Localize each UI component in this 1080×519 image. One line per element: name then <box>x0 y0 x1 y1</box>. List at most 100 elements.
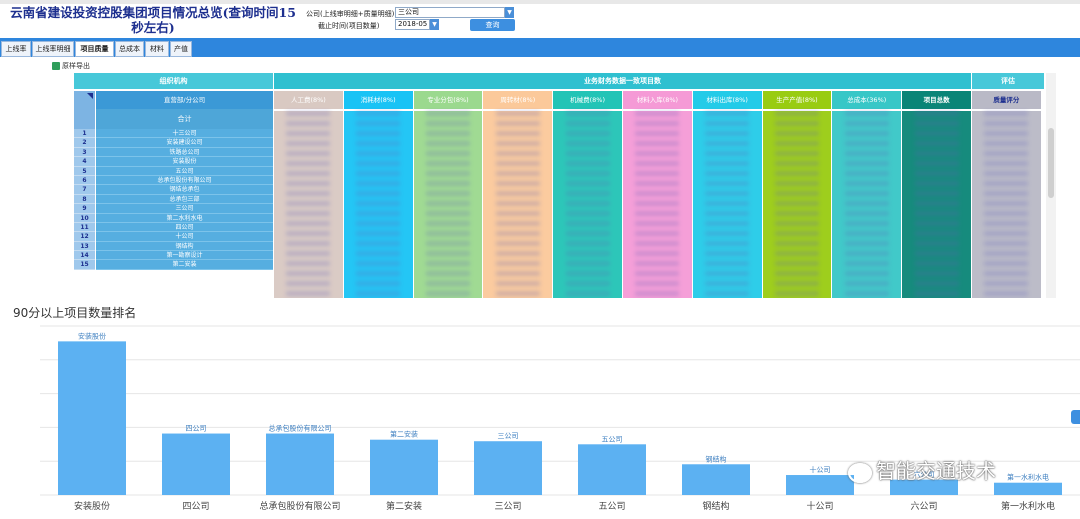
blurred-values <box>356 111 401 298</box>
watermark: 智能交通技术 <box>848 455 996 484</box>
org-name[interactable]: 第一勘察设计 <box>96 251 273 261</box>
eval-group-header: 评估 <box>972 73 1044 89</box>
scrollbar-thumb[interactable] <box>1048 128 1054 198</box>
row-number: 4 <box>74 157 95 167</box>
bar-data-label: 第一水利水电 <box>1007 473 1049 482</box>
org-name[interactable]: 铁路总公司 <box>96 147 273 158</box>
bar[interactable] <box>786 475 854 495</box>
org-group-header: 组织机构 <box>74 73 273 89</box>
bar[interactable] <box>266 433 334 495</box>
x-tick-label: 三公司 <box>494 501 521 512</box>
column-header: 项目总数 <box>902 91 971 109</box>
window-top-strip <box>0 0 1080 4</box>
tab-total-cost[interactable]: 总成本 <box>115 41 144 57</box>
org-name[interactable]: 十三公司 <box>96 129 273 139</box>
bar[interactable] <box>162 433 230 495</box>
column-header: 专业分包(8%) <box>413 91 483 109</box>
row-number: 6 <box>74 175 95 186</box>
column-values <box>413 111 483 298</box>
business-group-header: 业务财务数据一致项目数 <box>274 73 971 89</box>
org-subheader: 直营部/分公司 <box>96 91 273 109</box>
column-header: 总成本(36%) <box>832 91 902 109</box>
bar[interactable] <box>58 341 126 495</box>
wechat-logo-icon <box>848 462 872 483</box>
tab-online-rate-detail[interactable]: 上线率明细 <box>32 41 74 57</box>
export-button[interactable]: 原样导出 <box>52 61 90 71</box>
bar[interactable] <box>890 479 958 495</box>
row-number: 1 <box>74 129 95 139</box>
company-dropdown-arrow-icon[interactable]: ▼ <box>505 7 514 18</box>
ranking-bar-chart: 安装股份安装股份四公司四公司总承包股份有限公司总承包股份有限公司第二安装第二安装… <box>40 325 1080 512</box>
bar[interactable] <box>682 464 750 495</box>
x-tick-label: 第一水利水电 <box>1001 500 1055 512</box>
org-name[interactable]: 钢结总承包 <box>96 185 273 195</box>
blurred-values <box>565 111 610 298</box>
row-number: 7 <box>74 185 95 195</box>
org-name[interactable]: 十公司 <box>96 232 273 242</box>
org-name[interactable]: 钢结构 <box>96 241 273 252</box>
bar[interactable] <box>474 441 542 495</box>
row-number: 13 <box>74 241 95 252</box>
date-dropdown-arrow-icon[interactable]: ▼ <box>430 19 439 30</box>
column-values <box>832 111 902 298</box>
org-name[interactable]: 四公司 <box>96 222 273 233</box>
org-name[interactable]: 安装股份 <box>96 157 273 167</box>
org-name[interactable]: 第二安装 <box>96 260 273 270</box>
row-number: 9 <box>74 204 95 214</box>
bar-data-label: 六公司 <box>914 470 935 479</box>
row-number: 5 <box>74 166 95 176</box>
org-name[interactable]: 三公司 <box>96 204 273 214</box>
row-number: 11 <box>74 222 95 233</box>
org-name[interactable]: 安装建设公司 <box>96 138 273 148</box>
column-values <box>553 111 622 298</box>
date-filter-label: 截止时间(项目数量) <box>318 22 380 30</box>
column-values <box>762 111 832 298</box>
blurred-values <box>286 111 331 298</box>
x-tick-label: 十公司 <box>806 500 833 512</box>
bar-data-label: 第二安装 <box>390 430 418 439</box>
column-values <box>623 111 692 298</box>
watermark-text: 智能交通技术 <box>876 459 996 483</box>
blurred-values <box>844 111 889 298</box>
tab-project-quality[interactable]: 项目质量 <box>75 41 114 57</box>
bar[interactable] <box>370 439 438 495</box>
x-tick-label: 第二安装 <box>386 500 422 512</box>
column-values <box>972 111 1041 298</box>
row-number: 8 <box>74 194 95 205</box>
blurred-values <box>774 111 819 298</box>
query-button[interactable]: 查询 <box>470 19 515 31</box>
company-select[interactable]: 三公司 <box>395 7 505 18</box>
column-values <box>692 111 762 298</box>
tab-online-rate[interactable]: 上线率 <box>1 41 31 57</box>
x-tick-label: 钢结构 <box>702 500 729 512</box>
column-header: 周转材(8%) <box>483 91 553 109</box>
org-name[interactable]: 总承包股份有限公司 <box>96 175 273 186</box>
tab-materials[interactable]: 材料 <box>145 41 169 57</box>
blurred-values <box>495 111 540 298</box>
column-header: 材料入库(8%) <box>623 91 692 109</box>
row-number-column: 1 2 3 4 5 6 7 8 9 10 11 12 13 14 15 <box>74 129 95 270</box>
page-title: 云南省建设投资控股集团项目情况总览(查询时间15秒左右) <box>10 5 296 35</box>
row-number: 15 <box>74 260 95 270</box>
column-values <box>483 111 553 298</box>
org-name[interactable]: 第二水利水电 <box>96 213 273 223</box>
org-name[interactable]: 五公司 <box>96 166 273 176</box>
bar[interactable] <box>578 444 646 495</box>
table-scrollbar[interactable] <box>1046 73 1056 298</box>
bar[interactable] <box>994 482 1062 495</box>
column-values <box>343 111 413 298</box>
column-header: 生产产值(8%) <box>762 91 832 109</box>
x-tick-label: 安装股份 <box>74 500 110 512</box>
blurred-values <box>425 111 470 298</box>
side-expand-button[interactable] <box>1071 410 1080 424</box>
org-name-column: 十三公司 安装建设公司 铁路总公司 安装股份 五公司 总承包股份有限公司 钢结总承包 总承包三… <box>96 129 273 270</box>
x-tick-label: 总承包股份有限公司 <box>259 500 340 512</box>
bar-data-label: 安装股份 <box>78 331 106 340</box>
bar-data-label: 五公司 <box>602 435 623 443</box>
row-number: 14 <box>74 251 95 261</box>
tab-output-value[interactable]: 产值 <box>170 41 192 57</box>
date-select[interactable]: 2018-05 <box>395 19 430 30</box>
org-name[interactable]: 总承包三部 <box>96 194 273 205</box>
column-values <box>902 111 971 298</box>
row-number: 12 <box>74 232 95 242</box>
